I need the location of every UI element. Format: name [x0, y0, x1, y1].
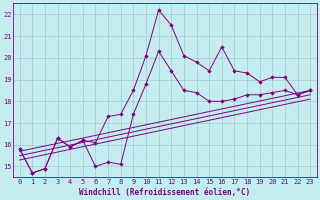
X-axis label: Windchill (Refroidissement éolien,°C): Windchill (Refroidissement éolien,°C) — [79, 188, 251, 197]
